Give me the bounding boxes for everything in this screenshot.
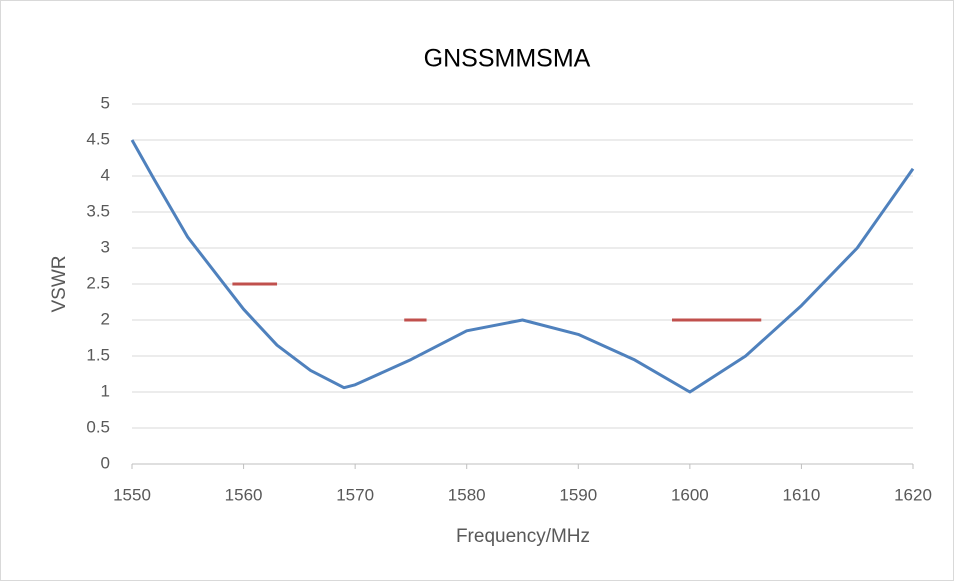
y-tick-label: 0 (101, 453, 110, 472)
series-line (130, 139, 915, 394)
y-tick-label: 5 (101, 93, 110, 112)
y-tick-label: 0.5 (86, 417, 110, 436)
y-tick-label: 4 (101, 165, 110, 184)
y-axis-label: VSWR (49, 256, 70, 313)
y-tick-label: 1 (101, 381, 110, 400)
y-tick-label: 1.5 (86, 345, 110, 364)
y-tick-label: 3 (101, 237, 110, 256)
x-tick-label: 1560 (225, 485, 263, 504)
x-tick-label: 1550 (113, 485, 151, 504)
y-tick-label: 4.5 (86, 129, 110, 148)
x-tick-label: 1590 (559, 485, 597, 504)
x-tick-label: 1580 (448, 485, 486, 504)
x-tick-label: 1570 (336, 485, 374, 504)
x-tick-label: 1620 (894, 485, 932, 504)
x-tick-label: 1610 (783, 485, 821, 504)
y-tick-label: 2.5 (86, 273, 110, 292)
x-tick-label: 1600 (671, 485, 709, 504)
x-axis-label: Frequency/MHz (456, 526, 590, 547)
y-tick-label: 3.5 (86, 201, 110, 220)
y-tick-label: 2 (101, 309, 110, 328)
chart-title: GNSSMMSMA (424, 45, 591, 73)
